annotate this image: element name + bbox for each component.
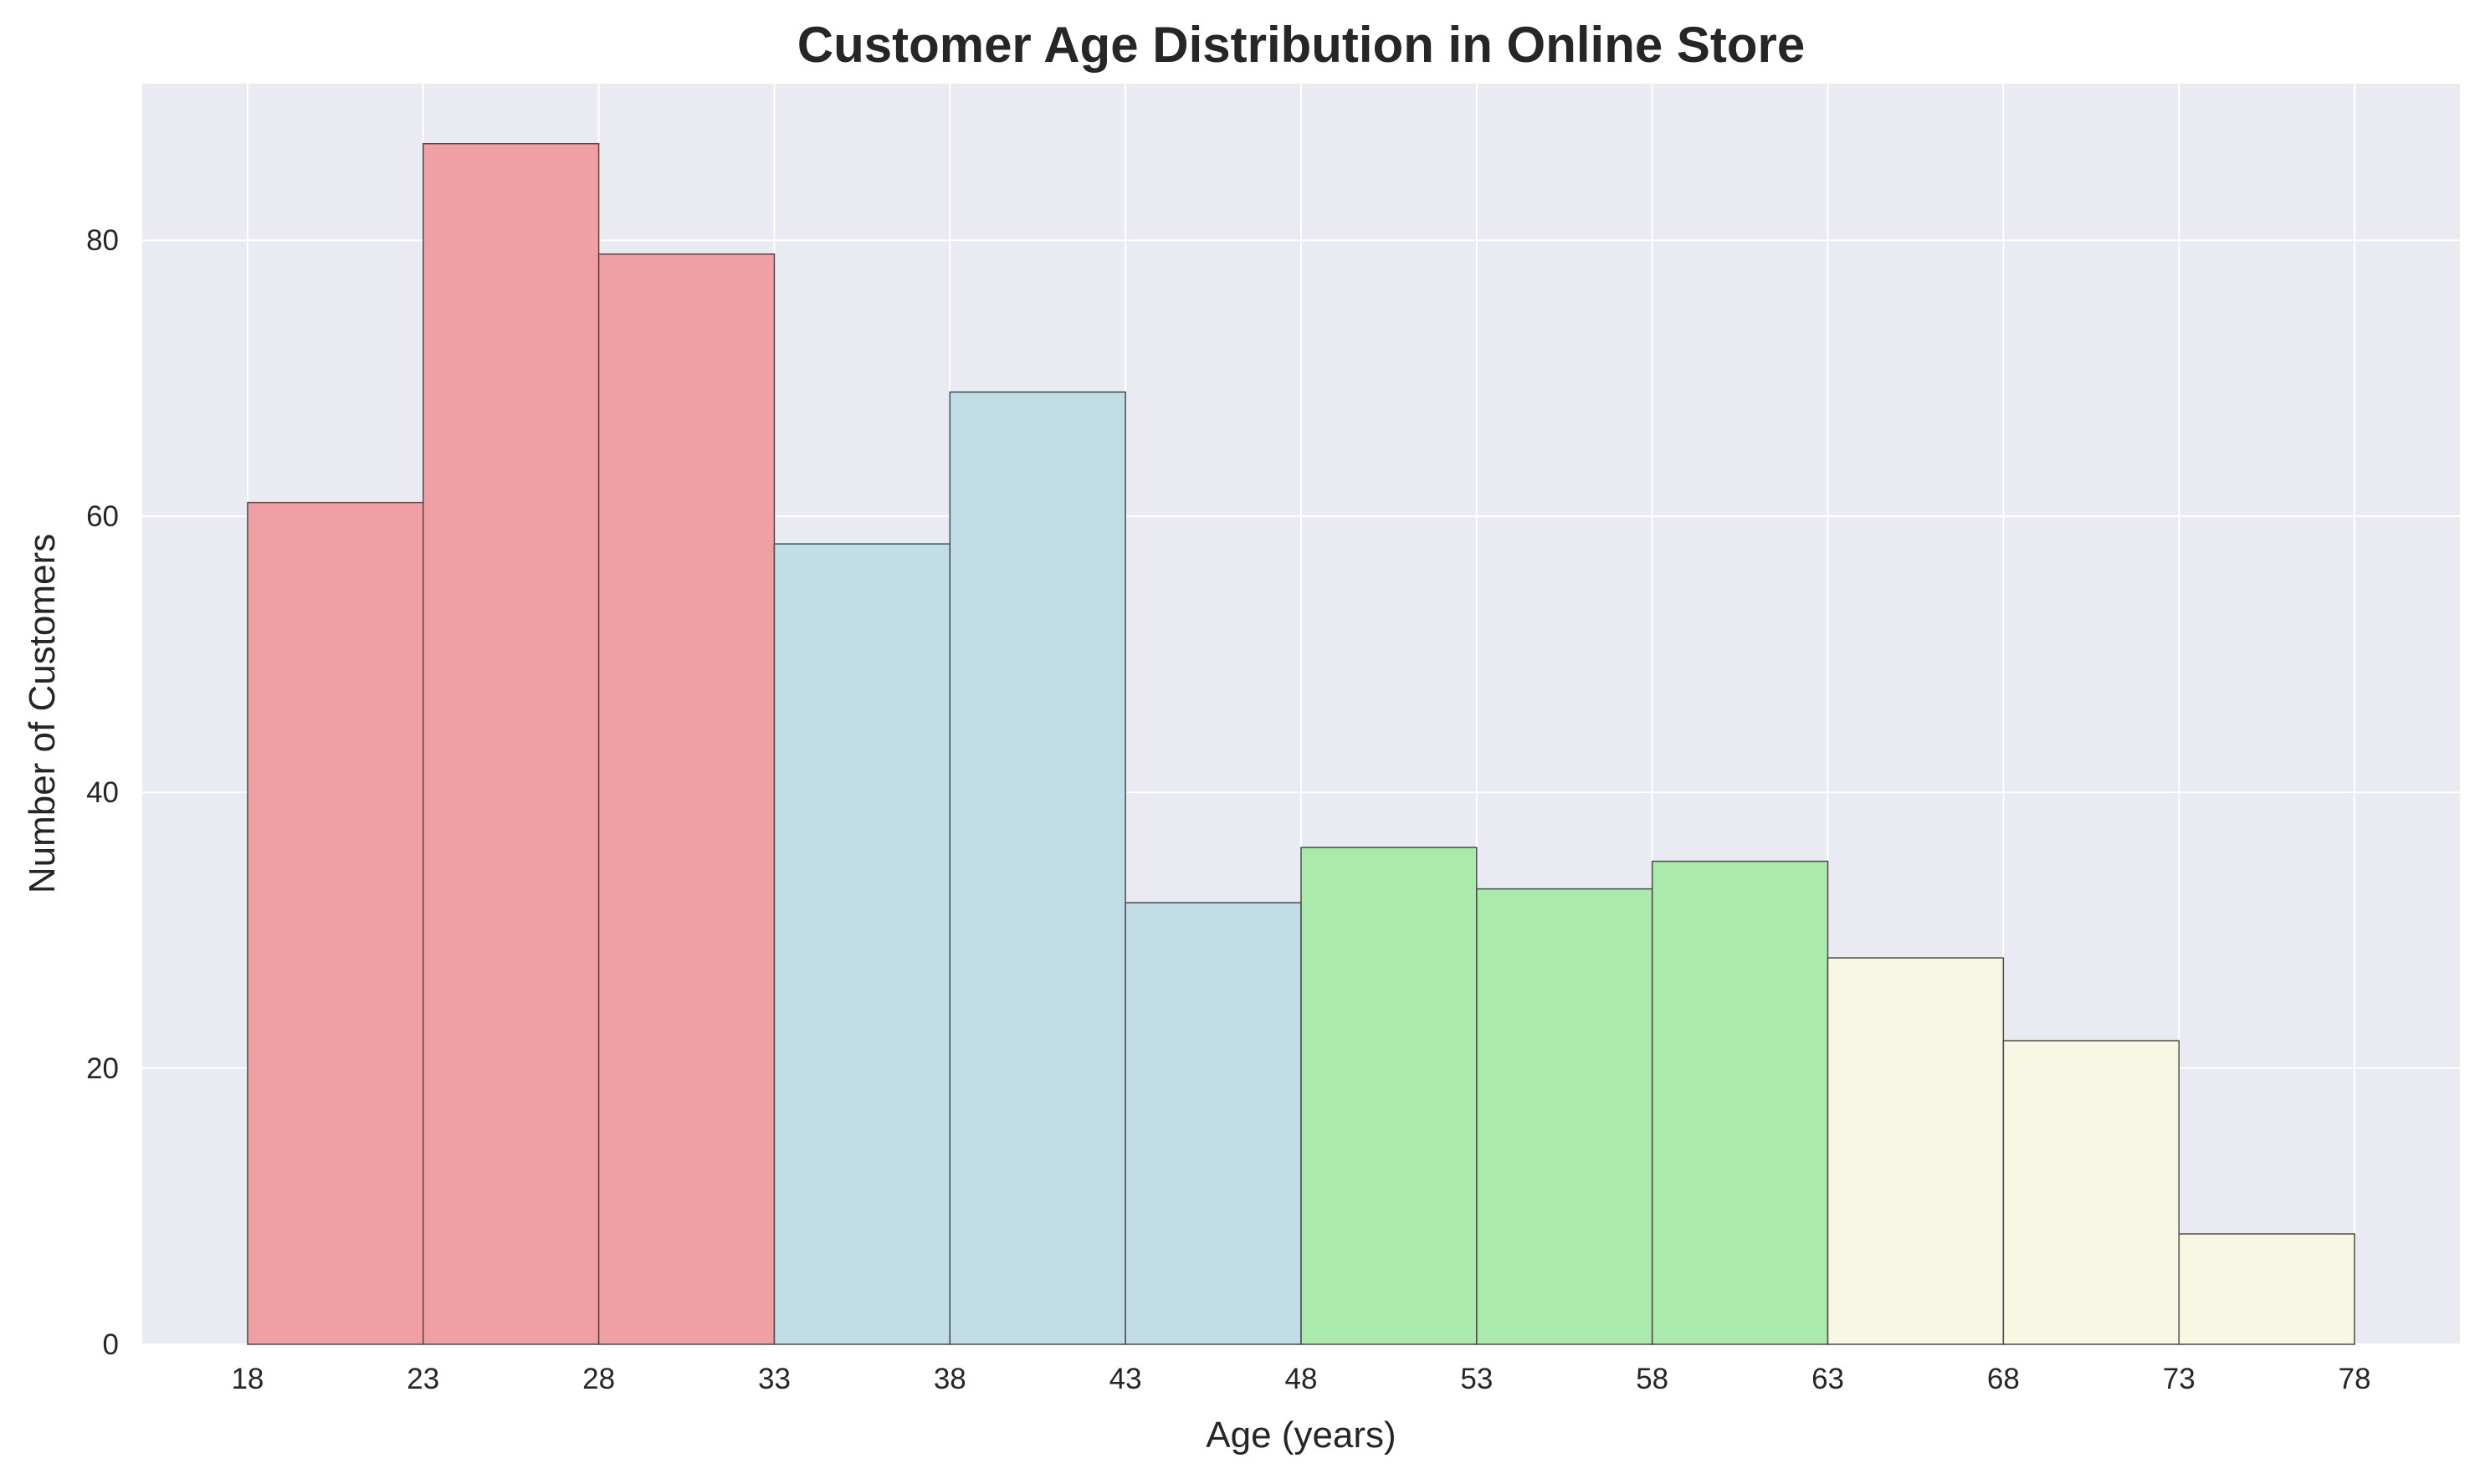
chart-title: Customer Age Distribution in Online Stor… [797, 17, 1806, 73]
y-tick-label: 0 [103, 1328, 119, 1361]
histogram-bar-23-28 [423, 143, 600, 1345]
histogram-bar-18-23 [247, 501, 424, 1345]
histogram-bar-38-43 [949, 391, 1126, 1345]
histogram-bar-43-48 [1125, 902, 1302, 1345]
y-tick-label: 20 [86, 1052, 119, 1085]
x-tick-label: 48 [1285, 1363, 1318, 1395]
histogram-bar-48-53 [1300, 847, 1478, 1345]
x-tick-label: 73 [2163, 1363, 2196, 1395]
histogram-bar-68-73 [2002, 1040, 2180, 1345]
y-tick-label: 40 [86, 776, 119, 809]
histogram-bar-33-38 [773, 543, 951, 1345]
x-tick-label: 33 [758, 1363, 791, 1395]
x-tick-label: 18 [231, 1363, 264, 1395]
x-tick-label: 58 [1636, 1363, 1668, 1395]
x-tick-label: 68 [1987, 1363, 2020, 1395]
histogram-bar-58-63 [1651, 860, 1829, 1345]
x-axis-label: Age (years) [1206, 1415, 1396, 1456]
y-tick-label: 60 [86, 500, 119, 533]
x-tick-label: 63 [1811, 1363, 1844, 1395]
x-tick-labels: 18 23 28 33 38 43 48 53 58 63 68 73 78 [231, 1363, 2370, 1395]
x-tick-label: 38 [934, 1363, 966, 1395]
bars-layer [247, 143, 2355, 1345]
histogram-bar-63-68 [1827, 957, 2005, 1345]
histogram-bar-53-58 [1476, 888, 1653, 1345]
histogram-bar-73-78 [2178, 1233, 2355, 1345]
x-tick-label: 28 [582, 1363, 615, 1395]
x-tick-label: 53 [1460, 1363, 1493, 1395]
y-axis-label: Number of Customers [22, 534, 63, 893]
y-tick-label: 80 [86, 224, 119, 257]
x-tick-label: 43 [1109, 1363, 1142, 1395]
histogram-bar-28-33 [597, 253, 776, 1345]
x-tick-label: 23 [407, 1363, 439, 1395]
x-tick-label: 78 [2339, 1363, 2371, 1395]
y-tick-labels: 0 20 40 60 80 [86, 224, 119, 1361]
